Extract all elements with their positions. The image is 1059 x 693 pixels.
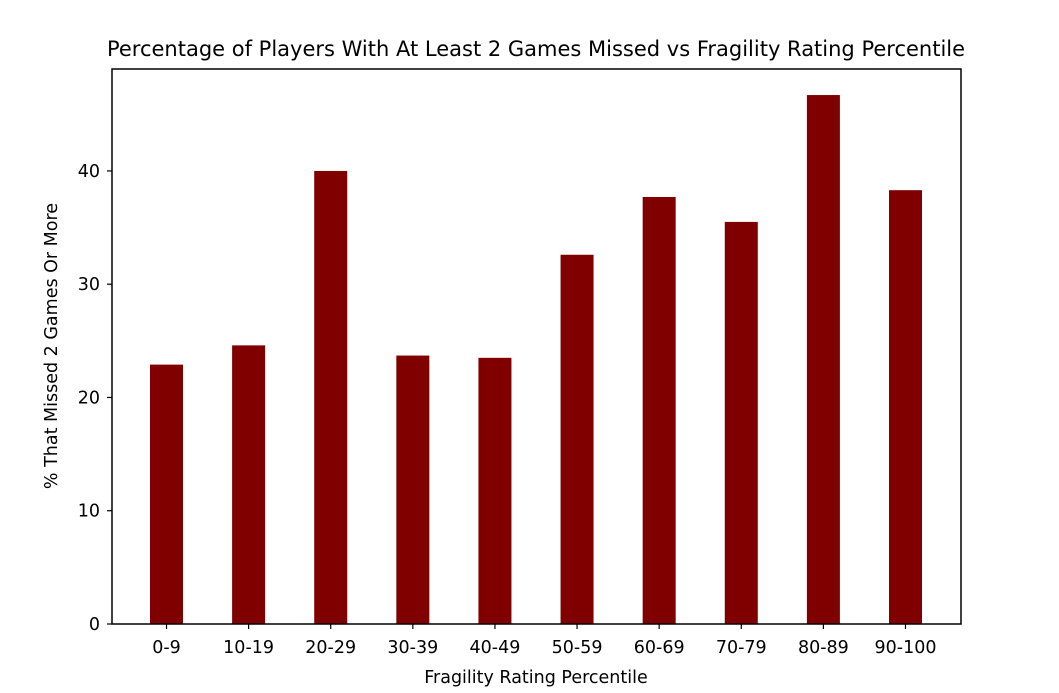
bar-0-9 — [150, 364, 183, 624]
bar-90-100 — [889, 190, 922, 624]
bar-60-69 — [642, 196, 676, 625]
x-tick-label: 70-79 — [716, 638, 767, 658]
y-tick-label: 20 — [78, 388, 100, 408]
x-tick-label: 10-19 — [223, 638, 274, 658]
y-axis-label: % That Missed 2 Games Or More — [42, 203, 62, 489]
bars-layer — [150, 95, 922, 625]
bar-70-79 — [724, 221, 758, 624]
x-tick-label: 40-49 — [470, 638, 521, 658]
x-tick-label: 80-89 — [798, 638, 849, 658]
plot-area-frame — [111, 68, 962, 625]
y-tick-label: 0 — [89, 615, 100, 635]
x-axis-ticks: 0-9 10-19 20-29 30-39 40-49 50-59 60-69 70-79 80… — [152, 624, 937, 658]
y-axis-ticks: 0 10 20 30 40 — [78, 162, 112, 635]
y-tick-label: 30 — [78, 275, 100, 295]
bar-20-29 — [314, 170, 348, 624]
bar-40-49 — [478, 357, 512, 624]
bar-30-39 — [396, 355, 430, 624]
x-tick-label: 0-9 — [152, 638, 181, 658]
bar-50-59 — [560, 254, 594, 624]
x-axis-label: Fragility Rating Percentile — [424, 668, 648, 688]
y-tick-label: 10 — [78, 502, 100, 522]
x-tick-label: 50-59 — [552, 638, 603, 658]
x-tick-label: 60-69 — [634, 638, 685, 658]
bar-80-89 — [806, 95, 840, 625]
x-tick-label: 30-39 — [387, 638, 438, 658]
y-tick-label: 40 — [78, 162, 100, 182]
bar-10-19 — [232, 345, 266, 624]
x-tick-label: 90-100 — [875, 638, 937, 658]
chart-title: Percentage of Players With At Least 2 Ga… — [107, 37, 965, 61]
x-tick-label: 20-29 — [305, 638, 356, 658]
